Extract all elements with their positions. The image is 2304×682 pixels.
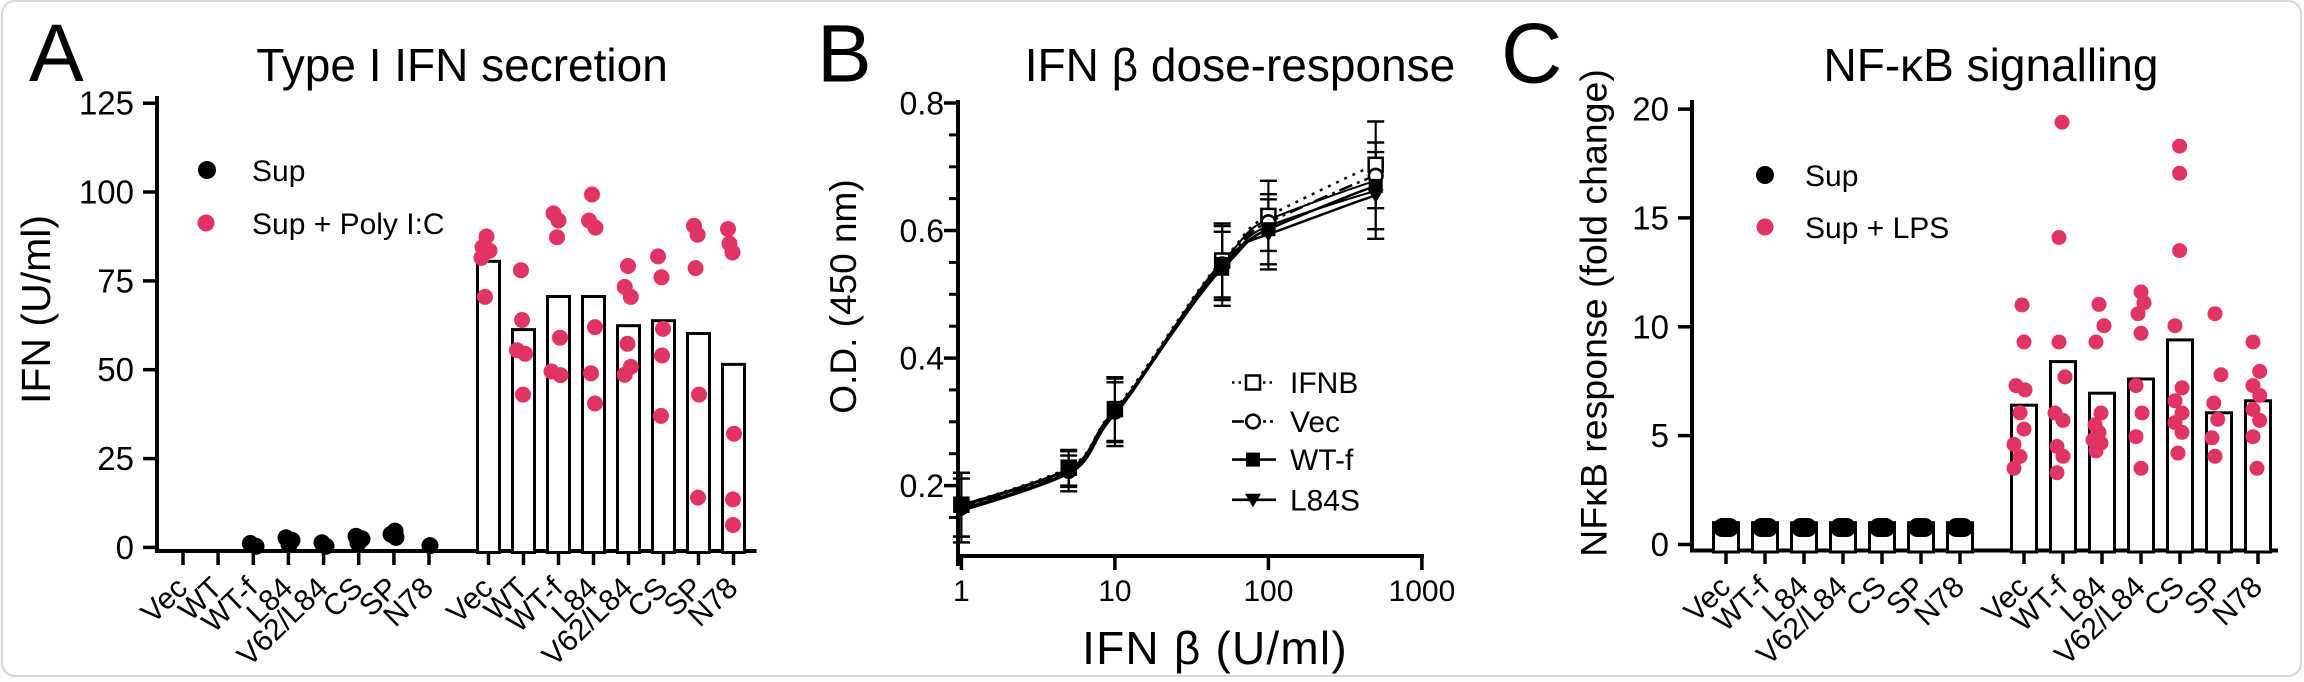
svg-text:A: A [29, 8, 84, 99]
svg-text:IFN β dose-response: IFN β dose-response [1025, 39, 1455, 91]
svg-text:L84S: L84S [1290, 484, 1360, 517]
svg-text:IFN β (U/ml): IFN β (U/ml) [1082, 622, 1348, 674]
svg-text:1: 1 [953, 575, 970, 608]
svg-text:50: 50 [97, 351, 134, 388]
svg-text:Sup + Poly I:C: Sup + Poly I:C [252, 208, 445, 241]
svg-text:WT-f: WT-f [1290, 444, 1354, 477]
svg-text:75: 75 [97, 262, 134, 299]
svg-text:Type I IFN secretion: Type I IFN secretion [256, 39, 668, 91]
svg-text:NFκB response (fold change): NFκB response (fold change) [1573, 69, 1615, 557]
svg-text:0.8: 0.8 [900, 86, 944, 122]
svg-text:O.D. (450 nm): O.D. (450 nm) [823, 179, 864, 413]
svg-text:100: 100 [79, 174, 134, 211]
svg-text:10: 10 [1098, 575, 1131, 608]
svg-text:5: 5 [1651, 417, 1669, 454]
svg-text:0: 0 [116, 529, 134, 566]
svg-text:0.2: 0.2 [900, 468, 944, 504]
svg-text:IFNB: IFNB [1290, 367, 1358, 400]
svg-text:C: C [1501, 7, 1562, 102]
svg-text:10: 10 [1632, 308, 1669, 345]
svg-text:25: 25 [97, 440, 134, 477]
svg-text:B: B [817, 9, 872, 100]
svg-text:Sup + LPS: Sup + LPS [1805, 212, 1949, 245]
svg-text:Vec: Vec [1290, 406, 1340, 439]
svg-text:Sup: Sup [1805, 160, 1858, 193]
svg-text:0.4: 0.4 [900, 341, 944, 377]
svg-text:15: 15 [1632, 199, 1669, 236]
svg-text:NF-κB signalling: NF-κB signalling [1824, 39, 2159, 91]
svg-text:125: 125 [79, 85, 134, 122]
svg-text:0.6: 0.6 [900, 213, 944, 249]
svg-text:1000: 1000 [1389, 575, 1456, 608]
svg-text:20: 20 [1632, 91, 1669, 128]
svg-text:IFN (U/ml): IFN (U/ml) [13, 215, 59, 404]
svg-text:0: 0 [1651, 526, 1669, 563]
svg-text:100: 100 [1243, 575, 1293, 608]
svg-text:Sup: Sup [252, 155, 305, 188]
